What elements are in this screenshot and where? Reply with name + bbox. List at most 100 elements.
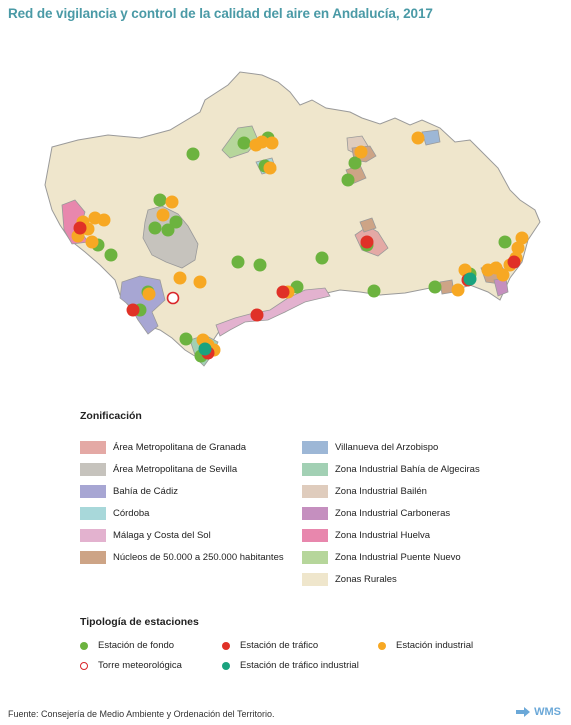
estacion-fondo-marker [161, 223, 175, 237]
estacion-industrial-marker [354, 145, 368, 159]
zone-legend-item: Zonas Rurales [302, 572, 397, 586]
wms-link[interactable]: WMS [516, 706, 561, 718]
zone-label: Zona Industrial Bahía de Algeciras [335, 463, 480, 475]
zone-label: Villanueva del Arzobispo [335, 441, 439, 453]
estacion-fondo-marker [153, 193, 167, 207]
estacion-industrial-marker [142, 287, 156, 301]
zone-label: Área Metropolitana de Sevilla [113, 463, 238, 475]
zone-legend-item: Córdoba [80, 506, 149, 520]
station-symbol [378, 641, 386, 650]
zone-legend-item: Zona Industrial Huelva [302, 528, 430, 542]
zone-legend-item: Villanueva del Arzobispo [302, 440, 438, 454]
zone-label: Zonas Rurales [335, 573, 397, 585]
zone-label: Zona Industrial Carboneras [335, 507, 451, 519]
station-symbol [222, 641, 230, 650]
zone-legend-item: Zona Industrial Bailén [302, 484, 427, 498]
zone-swatch [302, 528, 328, 542]
station-legend-item: Estación de tráfico [222, 640, 318, 651]
zone-label: Málaga y Costa del Sol [113, 529, 211, 541]
estacion-trafico-marker [73, 221, 87, 235]
zone-swatch [80, 506, 106, 520]
torre-meteorologica-marker [166, 291, 180, 305]
estacion-fondo-marker [428, 280, 442, 294]
estacion-fondo-marker [169, 215, 183, 229]
estacion-trafico-marker [250, 308, 264, 322]
estacion-industrial-marker [156, 208, 170, 222]
zone-swatch [80, 462, 106, 476]
estacion-fondo-marker [179, 332, 193, 346]
station-legend-item: Torre meteorológica [80, 660, 182, 671]
estacion-trafico-industrial-marker [463, 272, 477, 286]
estacion-fondo-marker [367, 284, 381, 298]
station-symbol [80, 661, 88, 670]
zone-swatch [302, 550, 328, 564]
andalucia-map [44, 71, 541, 367]
zonificacion-heading: Zonificación [80, 410, 142, 422]
estacion-fondo-marker [348, 156, 362, 170]
estacion-trafico-marker [360, 235, 374, 249]
estacion-industrial-marker [97, 213, 111, 227]
estacion-fondo-marker [498, 235, 512, 249]
zone-legend-item: Bahía de Cádiz [80, 484, 178, 498]
estacion-industrial-marker [411, 131, 425, 145]
estacion-industrial-marker [511, 241, 525, 255]
map-title: Red de vigilancia y control de la calida… [8, 6, 433, 21]
zone-label: Zona Industrial Huelva [335, 529, 431, 541]
estacion-industrial-marker [85, 235, 99, 249]
estacion-trafico-industrial-marker [198, 342, 212, 356]
zone-label: Área Metropolitana de Granada [113, 441, 247, 453]
zone-legend-item: Área Metropolitana de Sevilla [80, 462, 237, 476]
zone-label: Zona Industrial Puente Nuevo [335, 551, 461, 563]
estacion-fondo-marker [315, 251, 329, 265]
villanueva-del-arzobispo-region [421, 129, 441, 146]
zone-legend-item: Zona Industrial Puente Nuevo [302, 550, 461, 564]
station-legend-item: Estación de fondo [80, 640, 174, 651]
nucleos-urbanos-region [359, 217, 377, 233]
estacion-industrial-marker [515, 231, 529, 245]
station-legend-item: Estación industrial [378, 640, 473, 651]
area-metropolitana-sevilla-region [142, 205, 199, 269]
estacion-fondo-marker [104, 248, 118, 262]
zone-label: Bahía de Cádiz [113, 485, 178, 497]
zone-label: Córdoba [113, 507, 150, 519]
station-label: Estación de tráfico [240, 640, 319, 651]
zone-legend-item: Zona Industrial Carboneras [302, 506, 450, 520]
estacion-industrial-marker [263, 161, 277, 175]
zona-rural-region [44, 71, 541, 359]
estacion-trafico-marker [126, 303, 140, 317]
estacion-fondo-marker [341, 173, 355, 187]
tipologia-heading: Tipología de estaciones [80, 616, 199, 628]
zone-swatch [302, 462, 328, 476]
zone-swatch [80, 528, 106, 542]
zone-legend-item: Núcleos de 50.000 a 250.000 habitantes [80, 550, 284, 564]
estacion-trafico-marker [507, 255, 521, 269]
station-symbol [222, 661, 230, 670]
station-label: Estación de tráfico industrial [240, 660, 359, 671]
zone-swatch [302, 440, 328, 454]
station-legend-item: Estación de tráfico industrial [222, 660, 359, 671]
zone-label: Núcleos de 50.000 a 250.000 habitantes [113, 551, 284, 563]
estacion-fondo-marker [237, 136, 251, 150]
station-label: Torre meteorológica [98, 660, 182, 671]
station-label: Estación de fondo [98, 640, 175, 651]
wms-label: WMS [534, 706, 561, 718]
zone-legend-item: Zona Industrial Bahía de Algeciras [302, 462, 480, 476]
estacion-industrial-marker [265, 136, 279, 150]
zone-swatch [80, 550, 106, 564]
zone-legend-item: Málaga y Costa del Sol [80, 528, 211, 542]
zone-label: Zona Industrial Bailén [335, 485, 427, 497]
station-symbol [80, 641, 88, 650]
zone-swatch [302, 506, 328, 520]
estacion-industrial-marker [173, 271, 187, 285]
estacion-fondo-marker [253, 258, 267, 272]
station-markers [71, 131, 529, 363]
source-note: Fuente: Consejería de Medio Ambiente y O… [8, 709, 275, 719]
zone-swatch [302, 572, 328, 586]
zone-legend-item: Área Metropolitana de Granada [80, 440, 246, 454]
zone-swatch [302, 484, 328, 498]
estacion-industrial-marker [255, 135, 269, 149]
estacion-industrial-marker [193, 275, 207, 289]
zone-swatch [80, 440, 106, 454]
estacion-industrial-marker [165, 195, 179, 209]
estacion-fondo-marker [148, 221, 162, 235]
